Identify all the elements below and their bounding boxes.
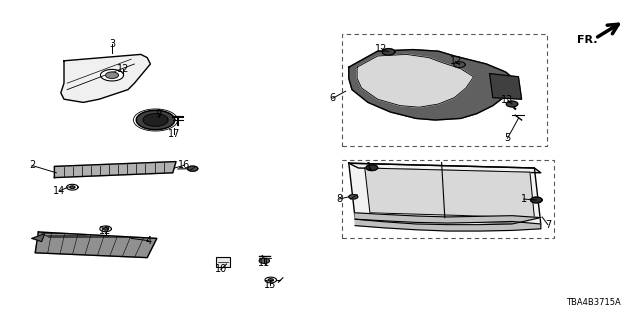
Polygon shape xyxy=(259,258,269,263)
Text: 13: 13 xyxy=(501,95,514,105)
Text: 8: 8 xyxy=(336,194,342,204)
Polygon shape xyxy=(103,228,108,230)
Polygon shape xyxy=(70,186,75,188)
Text: 15: 15 xyxy=(264,280,276,291)
Polygon shape xyxy=(454,62,465,68)
Text: 12: 12 xyxy=(99,226,112,236)
Polygon shape xyxy=(349,163,541,224)
Text: 6: 6 xyxy=(330,93,336,103)
Text: 2: 2 xyxy=(29,160,35,171)
Polygon shape xyxy=(531,197,542,203)
Text: 1: 1 xyxy=(520,194,527,204)
Polygon shape xyxy=(366,165,378,171)
Polygon shape xyxy=(506,101,518,107)
Text: 9: 9 xyxy=(156,108,162,119)
Text: FR.: FR. xyxy=(577,35,598,45)
Text: 7: 7 xyxy=(545,220,551,230)
Bar xyxy=(342,34,547,146)
Text: 16: 16 xyxy=(177,160,190,171)
Polygon shape xyxy=(136,110,175,130)
Bar xyxy=(342,160,554,238)
Text: 3: 3 xyxy=(109,39,115,49)
Polygon shape xyxy=(349,50,515,120)
Polygon shape xyxy=(32,234,45,242)
Text: 12: 12 xyxy=(116,64,129,74)
Polygon shape xyxy=(349,163,541,173)
Polygon shape xyxy=(357,54,474,107)
Text: 5: 5 xyxy=(504,133,511,143)
Polygon shape xyxy=(365,168,534,218)
Polygon shape xyxy=(61,54,150,102)
Text: 12: 12 xyxy=(375,44,388,54)
Text: 10: 10 xyxy=(214,264,227,275)
Bar xyxy=(216,257,230,267)
Polygon shape xyxy=(143,114,168,126)
Text: 1: 1 xyxy=(366,162,372,172)
Polygon shape xyxy=(106,72,118,78)
Polygon shape xyxy=(490,74,522,99)
Text: TBA4B3715A: TBA4B3715A xyxy=(566,298,621,307)
Polygon shape xyxy=(265,277,276,283)
Text: 17: 17 xyxy=(168,129,180,140)
Polygon shape xyxy=(100,226,111,232)
Polygon shape xyxy=(382,49,395,55)
Polygon shape xyxy=(268,279,273,281)
Polygon shape xyxy=(355,213,541,231)
Text: 4: 4 xyxy=(145,236,152,246)
Polygon shape xyxy=(188,166,198,171)
Polygon shape xyxy=(35,232,157,258)
Polygon shape xyxy=(67,184,78,190)
Text: 11: 11 xyxy=(258,258,271,268)
Text: 12: 12 xyxy=(449,56,462,67)
Polygon shape xyxy=(54,162,176,178)
Text: 14: 14 xyxy=(53,186,66,196)
Polygon shape xyxy=(100,69,124,81)
Polygon shape xyxy=(349,195,358,199)
